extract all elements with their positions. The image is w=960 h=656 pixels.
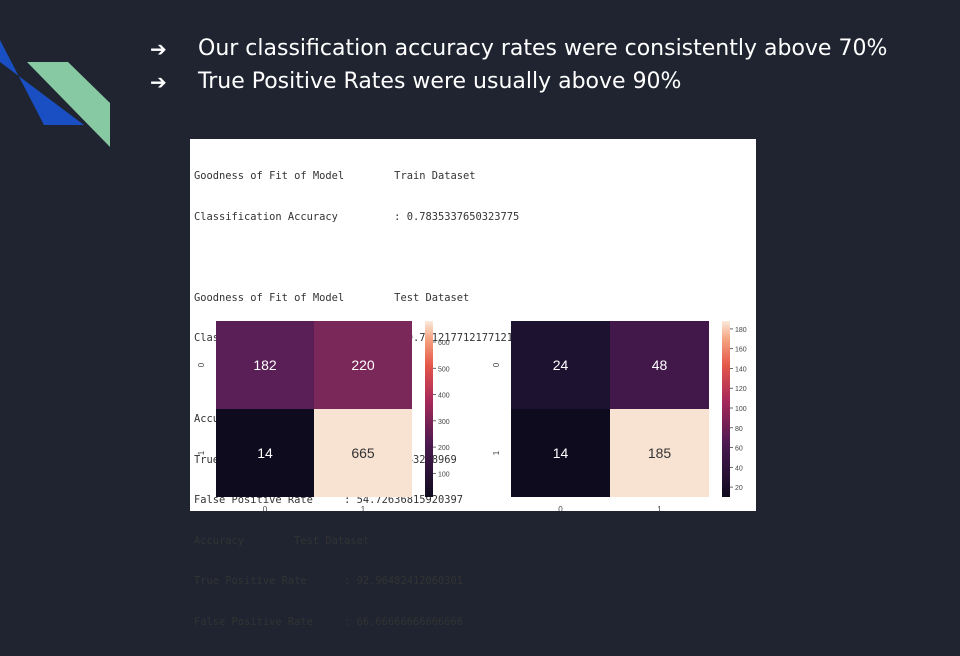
green-chevron: [27, 62, 110, 147]
bullet-item: ➔ Our classification accuracy rates were…: [150, 32, 887, 65]
output-line: Classification Accuracy : 0.783533765032…: [194, 210, 520, 223]
heatmap-cell: [216, 409, 314, 497]
cell-value-label: 24: [553, 357, 569, 373]
output-line: Accuracy Test Dataset: [194, 534, 370, 547]
cell-value-label: 665: [351, 445, 375, 461]
colorbar-tick-label: 80: [735, 426, 743, 433]
y-tick-label: 0: [492, 362, 501, 367]
colorbar-tick-label: 180: [735, 327, 747, 334]
y-tick-label: 1: [197, 450, 206, 455]
heatmap-cell: [511, 321, 610, 409]
heatmap-cell: [610, 321, 709, 409]
model-output-screenshot: Goodness of Fit of Model Train Dataset C…: [190, 139, 756, 628]
x-tick-label: 1: [361, 505, 366, 511]
bullet-text: Our classification accuracy rates were c…: [198, 36, 888, 61]
decorative-corner-shapes: [0, 40, 110, 147]
colorbar-tick-label: 600: [438, 340, 450, 347]
colorbar-tick-label: 140: [735, 366, 747, 373]
colorbar-tick-label: 100: [735, 406, 747, 413]
y-tick-label: 0: [197, 362, 206, 367]
colorbar-tick-label: 200: [438, 445, 450, 452]
colorbar-tick-label: 500: [438, 366, 450, 373]
heatmap-cell: [216, 321, 314, 409]
heatmap-cell: [314, 321, 412, 409]
cell-value-label: 14: [257, 445, 273, 461]
cell-value-label: 220: [351, 357, 375, 373]
colorbar-tick-label: 300: [438, 419, 450, 426]
colorbar-tick-label: 100: [438, 471, 450, 478]
cell-value-label: 48: [652, 357, 668, 373]
x-tick-label: 0: [263, 505, 268, 511]
cell-value-label: 182: [253, 357, 277, 373]
output-line: Goodness of Fit of Model Train Dataset: [194, 170, 476, 182]
output-line: True Positive Rate : 92.96482412060301: [194, 575, 463, 587]
bullet-text: True Positive Rates were usually above 9…: [198, 69, 682, 94]
heatmap-cell: [511, 409, 610, 497]
colorbar: [722, 321, 730, 497]
output-line: Goodness of Fit of Model Test Dataset: [194, 291, 470, 304]
heatmap-cell: [610, 409, 709, 497]
x-tick-label: 0: [558, 505, 563, 511]
heatmap-cell: [314, 409, 412, 497]
output-line: False Positive Rate : 66.66666666666666: [194, 615, 463, 628]
cell-value-label: 185: [648, 445, 672, 461]
colorbar-tick-label: 400: [438, 393, 450, 400]
cell-value-label: 14: [553, 445, 569, 461]
arrow-bullet-icon: ➔: [150, 69, 167, 94]
colorbar-tick-label: 20: [735, 485, 743, 492]
bullet-item: ➔ True Positive Rates were usually above…: [150, 65, 887, 98]
colorbar-tick-label: 60: [735, 446, 743, 453]
colorbar: [425, 321, 433, 497]
blue-stripe: [0, 40, 84, 125]
colorbar-tick-label: 40: [735, 465, 743, 472]
arrow-bullet-icon: ➔: [150, 36, 167, 61]
bullet-list: ➔ Our classification accuracy rates were…: [150, 32, 887, 98]
colorbar-tick-label: 160: [735, 347, 747, 354]
colorbar-tick-label: 120: [735, 386, 747, 393]
x-tick-label: 1: [657, 505, 662, 511]
y-tick-label: 1: [492, 450, 501, 455]
